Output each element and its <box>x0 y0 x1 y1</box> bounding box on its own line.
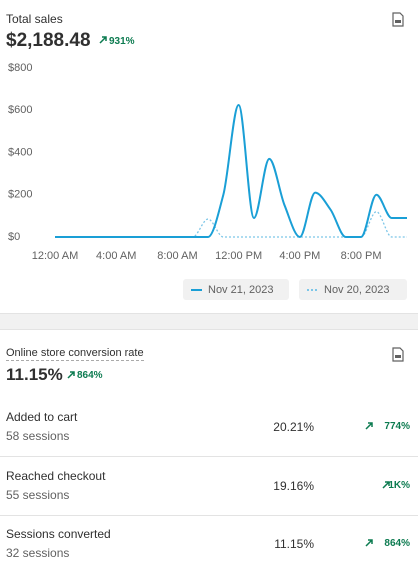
y-tick-label: $600 <box>8 104 32 116</box>
legend-label: Nov 21, 2023 <box>208 284 273 296</box>
sales-title: Total sales <box>6 12 63 26</box>
row-rate: 19.16% <box>273 478 314 493</box>
row-sessions: 55 sessions <box>6 487 70 502</box>
up-arrow <box>382 480 390 489</box>
up-arrow <box>365 422 373 430</box>
legend-box <box>299 279 407 300</box>
x-tick-label: 4:00 PM <box>279 250 320 262</box>
x-tick-label: 12:00 PM <box>215 250 262 262</box>
chart: $0 $200 $400 $600 $800 12:00 AM 4:00 AM 8:00 AM… <box>8 62 407 300</box>
row-change: 1K% <box>388 479 410 491</box>
row-change: 774% <box>384 421 410 432</box>
up-arrow <box>365 539 373 547</box>
series-line <box>55 210 407 238</box>
sales-change: 931% <box>109 36 135 47</box>
y-tick-label: $400 <box>8 146 32 158</box>
conversion-change: 864% <box>77 370 103 381</box>
y-tick-label: $200 <box>8 189 32 201</box>
y-tick-label: $800 <box>8 62 32 74</box>
series-line <box>55 103 407 239</box>
row-sessions: 58 sessions <box>6 429 70 443</box>
x-tick-label: 8:00 AM <box>157 250 197 262</box>
y-tick-label: $0 <box>8 231 20 243</box>
row-sessions: 32 sessions <box>6 546 70 560</box>
sales-card: Total sales $2,188.48 931% $0 $200 $400 $60… <box>6 12 407 300</box>
x-tick-label: 12:00 AM <box>32 250 78 262</box>
legend-box <box>183 279 289 300</box>
x-tick-label: 4:00 AM <box>96 250 136 262</box>
row-separator <box>0 514 418 516</box>
conversion-card: Online store conversion rate 11.15% 864%… <box>0 330 418 581</box>
up-arrow <box>99 36 107 44</box>
row-label: Added to cart <box>6 410 78 424</box>
conversion-title: Online store conversion rate <box>6 347 144 361</box>
sales-value: $2,188.48 <box>6 30 91 51</box>
row-change: 864% <box>384 538 410 549</box>
export-icon[interactable] <box>392 12 404 27</box>
export-icon[interactable] <box>392 347 404 362</box>
legend-item[interactable]: Nov 21, 2023 <box>183 279 289 300</box>
row-label: Sessions converted <box>6 527 111 541</box>
row-separator <box>0 456 418 457</box>
gap <box>0 313 418 330</box>
row-label: Reached checkout <box>6 468 106 483</box>
up-arrow <box>67 371 75 379</box>
legend-item[interactable]: Nov 20, 2023 <box>299 279 407 300</box>
row-rate: 11.15% <box>274 537 314 551</box>
conversion-value: 11.15% <box>6 365 63 384</box>
x-tick-label: 8:00 PM <box>341 250 382 262</box>
legend-label: Nov 20, 2023 <box>324 284 389 296</box>
row-rate: 20.21% <box>273 420 314 434</box>
